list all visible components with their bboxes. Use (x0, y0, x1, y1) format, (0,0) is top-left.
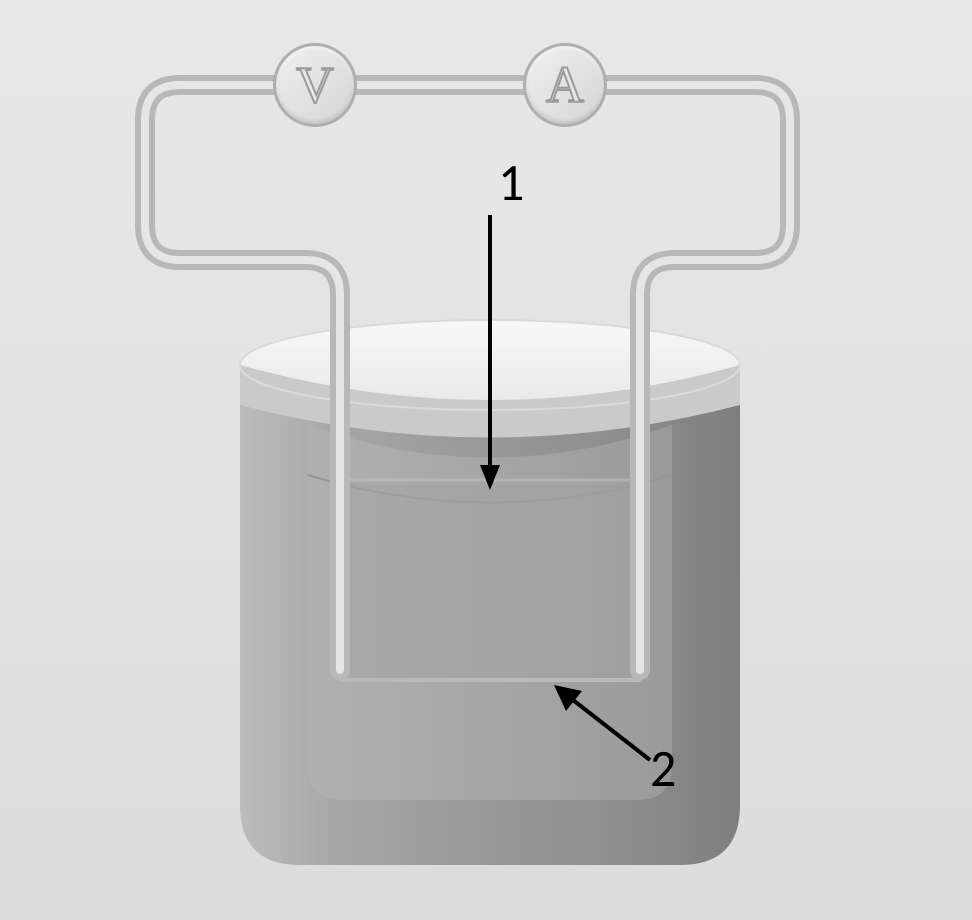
label-1: 1 (498, 150, 524, 214)
arrow-1 (470, 215, 510, 515)
label-2: 2 (650, 736, 676, 800)
ammeter-letter: A (546, 56, 584, 115)
voltmeter: V (273, 43, 357, 127)
voltmeter-letter: V (296, 56, 334, 115)
ammeter: A (523, 43, 607, 127)
diagram-canvas: V A 1 2 (0, 0, 972, 920)
